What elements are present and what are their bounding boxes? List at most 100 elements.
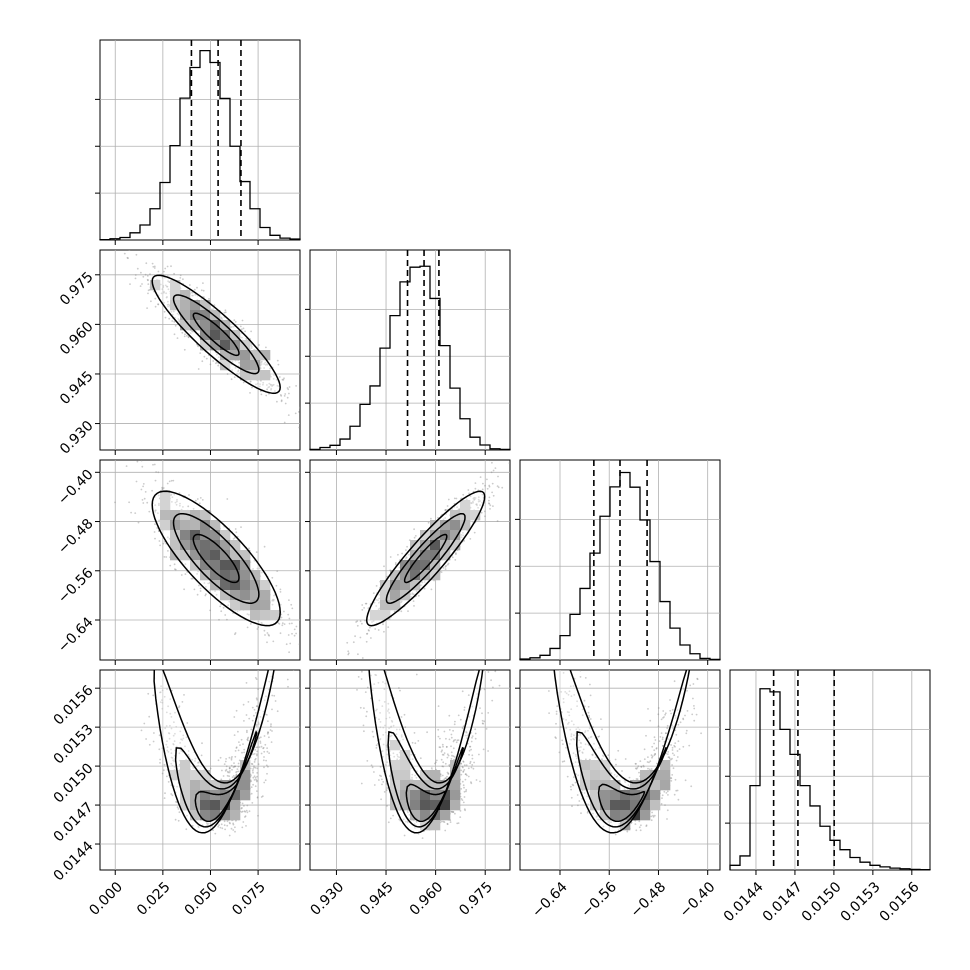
scatter-point bbox=[145, 274, 147, 276]
scatter-point bbox=[475, 488, 477, 490]
scatter-point bbox=[129, 283, 131, 285]
scatter-point bbox=[226, 498, 228, 500]
scatter-point bbox=[174, 563, 176, 565]
scatter-point bbox=[484, 485, 486, 487]
scatter-point bbox=[200, 497, 202, 499]
scatter-point bbox=[430, 518, 432, 520]
scatter-point bbox=[276, 401, 278, 403]
scatter-point bbox=[497, 485, 499, 487]
scatter-point bbox=[198, 368, 200, 370]
scatter-point bbox=[272, 641, 274, 643]
scatter-point bbox=[469, 538, 471, 540]
scatter-point bbox=[188, 494, 190, 496]
scatter-point bbox=[280, 591, 282, 593]
scatter-point bbox=[197, 498, 199, 500]
scatter-point bbox=[291, 608, 293, 610]
scatter-point bbox=[241, 328, 243, 330]
scatter-point bbox=[266, 747, 268, 749]
scatter-point bbox=[257, 628, 259, 630]
scatter-point bbox=[243, 752, 245, 754]
scatter-point bbox=[481, 512, 483, 514]
scatter-point bbox=[145, 262, 147, 264]
scatter-point bbox=[261, 394, 263, 396]
scatter-point bbox=[231, 378, 233, 380]
scatter-point bbox=[130, 512, 132, 514]
scatter-point bbox=[296, 626, 298, 628]
scatter-point bbox=[347, 650, 349, 652]
scatter-point bbox=[294, 635, 296, 637]
scatter-point bbox=[225, 311, 227, 313]
scatter-point bbox=[200, 588, 202, 590]
scatter-point bbox=[447, 505, 449, 507]
scatter-point bbox=[260, 736, 262, 738]
scatter-point bbox=[186, 335, 188, 337]
scatter-point bbox=[198, 585, 200, 587]
scatter-point bbox=[376, 585, 378, 587]
scatter-point bbox=[154, 523, 156, 525]
scatter-point bbox=[169, 481, 171, 483]
scatter-point bbox=[279, 623, 281, 625]
scatter-point bbox=[302, 636, 304, 638]
scatter-point bbox=[136, 481, 138, 483]
joint-panel bbox=[95, 431, 318, 674]
scatter-point bbox=[137, 268, 139, 270]
scatter-point bbox=[413, 528, 415, 530]
scatter-point bbox=[277, 710, 279, 712]
scatter-point bbox=[454, 498, 456, 500]
scatter-point bbox=[249, 392, 251, 394]
scatter-point bbox=[154, 531, 156, 533]
scatter-point bbox=[147, 293, 149, 295]
scatter-point bbox=[355, 621, 357, 623]
scatter-point bbox=[413, 605, 415, 607]
scatter-point bbox=[248, 548, 250, 550]
scatter-point bbox=[152, 464, 154, 466]
scatter-point bbox=[199, 352, 201, 354]
scatter-point bbox=[288, 634, 290, 636]
scatter-point bbox=[238, 763, 240, 765]
scatter-point bbox=[167, 483, 169, 485]
scatter-point bbox=[374, 628, 376, 630]
scatter-point bbox=[154, 649, 156, 651]
scatter-point bbox=[138, 522, 140, 524]
joint-content bbox=[346, 443, 547, 659]
scatter-point bbox=[445, 566, 447, 568]
scatter-point bbox=[179, 277, 181, 279]
scatter-point bbox=[148, 511, 150, 513]
scatter-point bbox=[142, 499, 144, 501]
scatter-point bbox=[146, 502, 148, 504]
corner-plot: 0.000 0.025 0.050 0.075 0.930 0.945 0.960 0.975… bbox=[0, 0, 970, 970]
scatter-point bbox=[244, 810, 246, 812]
scatter-point bbox=[279, 376, 281, 378]
scatter-point bbox=[491, 492, 493, 494]
scatter-point bbox=[397, 554, 399, 556]
scatter-point bbox=[256, 790, 258, 792]
scatter-point bbox=[242, 320, 244, 322]
scatter-point bbox=[279, 572, 281, 574]
scatter-point bbox=[126, 465, 128, 467]
scatter-point bbox=[147, 279, 149, 281]
scatter-point bbox=[234, 633, 236, 635]
histogram-panel bbox=[305, 250, 510, 455]
scatter-point bbox=[298, 411, 300, 413]
scatter-point bbox=[264, 630, 266, 632]
scatter-point bbox=[234, 756, 236, 758]
scatter-point bbox=[484, 511, 486, 513]
histogram-step bbox=[310, 266, 510, 450]
scatter-point bbox=[141, 283, 143, 285]
scatter-point bbox=[250, 623, 252, 625]
scatter-point bbox=[178, 820, 180, 822]
scatter-point bbox=[267, 766, 269, 768]
scatter-point bbox=[282, 622, 284, 624]
scatter-point bbox=[142, 276, 144, 278]
histogram-step bbox=[100, 51, 300, 240]
scatter-point bbox=[206, 358, 208, 360]
scatter-point bbox=[280, 589, 282, 591]
scatter-point bbox=[264, 546, 266, 548]
scatter-point bbox=[223, 607, 225, 609]
scatter-point bbox=[514, 485, 516, 487]
scatter-point bbox=[152, 695, 154, 697]
histogram-panel bbox=[515, 460, 720, 665]
scatter-point bbox=[184, 333, 186, 335]
scatter-point bbox=[238, 741, 240, 743]
scatter-point bbox=[369, 627, 371, 629]
